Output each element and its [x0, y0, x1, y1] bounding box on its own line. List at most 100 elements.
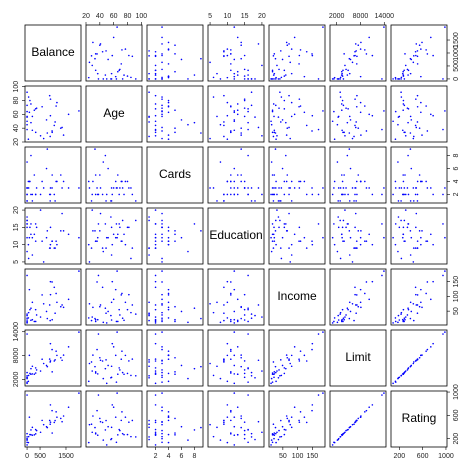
point: [426, 53, 429, 55]
point: [270, 161, 273, 163]
point: [111, 243, 114, 246]
point: [285, 74, 287, 76]
point: [107, 310, 109, 313]
point: [56, 243, 58, 246]
point: [275, 441, 277, 444]
point: [250, 78, 253, 80]
point: [243, 437, 246, 440]
point: [401, 129, 404, 132]
point: [279, 436, 281, 438]
point: [288, 419, 290, 422]
point: [154, 64, 157, 67]
point: [416, 200, 419, 202]
point: [223, 121, 225, 123]
point: [303, 416, 306, 418]
point: [407, 121, 409, 124]
point: [353, 55, 355, 57]
point: [359, 111, 362, 114]
point: [51, 174, 53, 176]
point: [223, 200, 225, 202]
point: [322, 110, 324, 112]
point: [154, 50, 157, 53]
point: [94, 53, 97, 55]
point: [123, 74, 125, 76]
point: [226, 342, 229, 345]
point: [271, 441, 274, 444]
point: [415, 98, 417, 100]
point: [418, 230, 421, 232]
point: [236, 373, 239, 376]
point: [271, 109, 274, 111]
point: [288, 94, 290, 97]
point: [336, 123, 339, 126]
point: [289, 261, 292, 263]
point: [250, 104, 253, 107]
point: [223, 304, 225, 306]
point: [112, 36, 115, 39]
point: [233, 26, 236, 28]
point: [45, 236, 48, 239]
point: [403, 69, 405, 72]
point: [356, 55, 358, 58]
point: [348, 317, 351, 320]
point: [216, 365, 218, 368]
point: [26, 317, 28, 320]
point: [412, 302, 415, 305]
point: [407, 223, 409, 225]
point: [257, 304, 260, 306]
point: [174, 320, 176, 323]
point: [92, 230, 94, 232]
point: [112, 298, 115, 301]
panel-frame: [329, 146, 387, 204]
point: [240, 415, 242, 417]
point: [414, 124, 417, 127]
point: [120, 294, 123, 296]
point: [288, 212, 290, 215]
point: [161, 376, 163, 379]
point: [333, 187, 335, 189]
panel-frame: [85, 268, 143, 326]
point: [27, 96, 30, 98]
point: [354, 98, 356, 100]
point: [161, 435, 163, 438]
point: [346, 121, 349, 124]
point: [240, 356, 242, 359]
point: [87, 76, 90, 79]
point: [254, 438, 256, 441]
point: [193, 121, 196, 124]
point: [87, 317, 90, 319]
point: [154, 419, 157, 422]
point: [114, 180, 117, 183]
point: [311, 409, 313, 412]
point: [104, 367, 107, 370]
point: [161, 441, 163, 444]
point: [26, 187, 28, 189]
point: [271, 240, 274, 242]
point: [243, 75, 246, 77]
point: [99, 356, 101, 359]
point: [233, 129, 236, 132]
point: [285, 415, 288, 417]
point: [354, 304, 357, 306]
point: [30, 367, 32, 370]
point: [131, 419, 134, 422]
point: [420, 75, 422, 78]
point: [148, 91, 150, 94]
point: [59, 174, 62, 176]
point: [161, 257, 163, 260]
x-tick-label: 40: [96, 13, 104, 20]
variable-label: Rating: [402, 411, 437, 425]
point: [243, 78, 246, 80]
point: [280, 374, 283, 377]
point: [117, 320, 119, 323]
panel-frame: [24, 24, 82, 82]
point: [273, 115, 275, 118]
point: [344, 64, 346, 67]
point: [290, 416, 293, 418]
point: [161, 359, 163, 362]
point: [61, 212, 63, 215]
point: [33, 174, 36, 176]
point: [97, 193, 100, 196]
y-tick-label: 100: [13, 81, 20, 93]
point: [27, 435, 30, 438]
